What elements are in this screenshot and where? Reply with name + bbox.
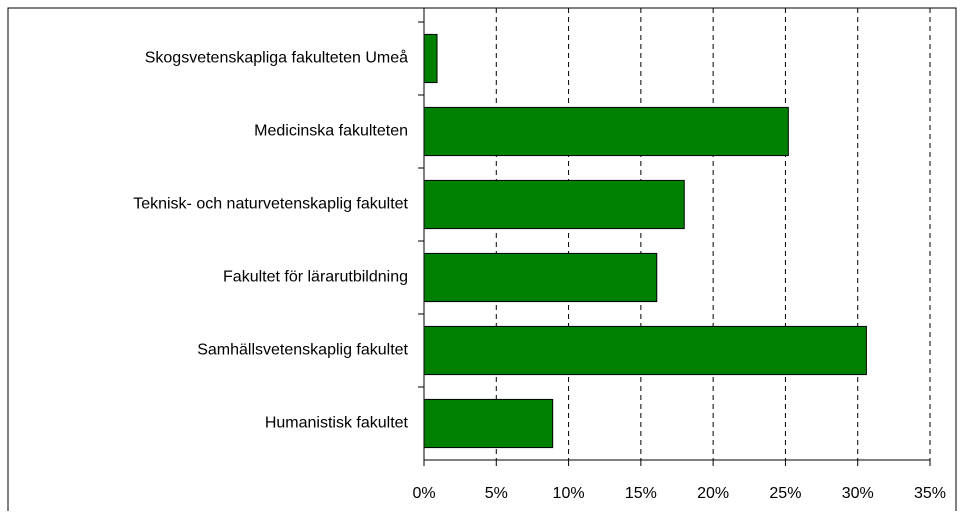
bar: [423, 398, 554, 449]
bar: [423, 33, 438, 84]
bar: [423, 106, 789, 157]
y-tick-label: Fakultet för lärarutbildning: [223, 269, 408, 286]
y-tick-label: Samhällsvetenskaplig fakultet: [197, 342, 408, 359]
x-tick-label: 15%: [625, 485, 657, 502]
x-tick-label: 0%: [412, 485, 435, 502]
y-tick-label: Humanistisk fakultet: [265, 415, 409, 432]
y-tick-label: Teknisk- och naturvetenskaplig fakultet: [133, 196, 408, 213]
x-tick-label: 35%: [914, 485, 946, 502]
y-tick-label: Medicinska fakulteten: [254, 123, 408, 140]
frame: [7, 7, 957, 516]
x-tick-label: 10%: [553, 485, 585, 502]
x-tick-label: 20%: [697, 485, 729, 502]
x-tick-label: 30%: [842, 485, 874, 502]
bar: [423, 179, 685, 230]
bar: [423, 325, 867, 376]
y-tick-label: Skogsvetenskapliga fakulteten Umeå: [145, 49, 408, 67]
x-tick-label: 5%: [485, 485, 508, 502]
x-tick-label: 25%: [769, 485, 801, 502]
bar: [423, 252, 658, 303]
